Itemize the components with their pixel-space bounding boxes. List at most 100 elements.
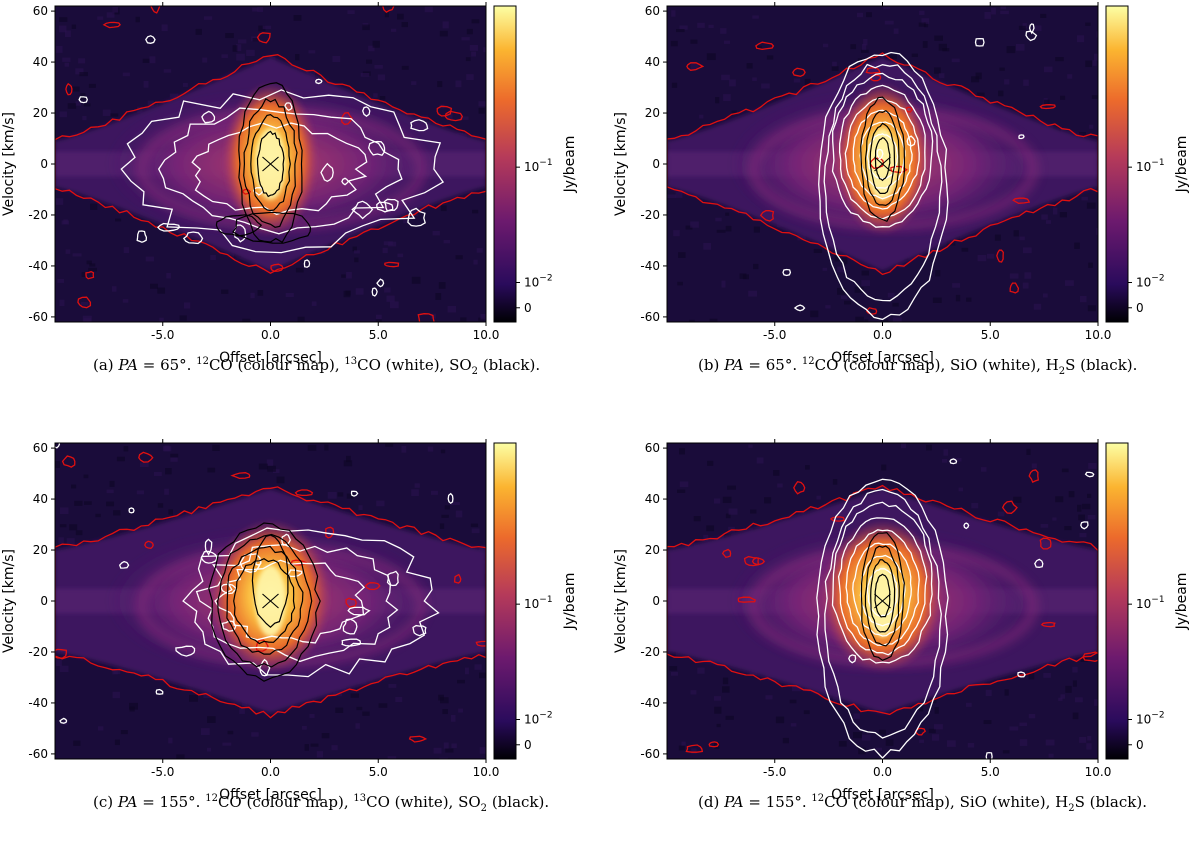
noise-pixel xyxy=(71,24,77,29)
noise-pixel xyxy=(391,28,397,32)
colorbar: 10−1 10−2 0 Jy/beam xyxy=(1105,442,1190,760)
white-contour-clump xyxy=(407,207,426,227)
black-contour-h2s xyxy=(864,109,900,207)
x-tick-label: 5.0 xyxy=(369,765,388,779)
noise-pixel xyxy=(832,61,837,67)
noise-pixel xyxy=(272,469,280,474)
noise-pixel xyxy=(442,21,449,29)
noise-pixel xyxy=(232,45,238,52)
noise-pixel xyxy=(466,28,473,35)
noise-pixel xyxy=(212,444,220,451)
noise-pixel xyxy=(69,524,78,531)
noise-pixel xyxy=(439,757,448,759)
red-noise-contour xyxy=(721,548,732,558)
noise-pixel xyxy=(258,463,268,470)
noise-pixel xyxy=(137,106,143,114)
noise-pixel xyxy=(57,278,65,283)
noise-pixel xyxy=(66,538,75,544)
white-contour-sio xyxy=(844,97,920,210)
white-contour-clump xyxy=(204,538,213,556)
noise-pixel xyxy=(728,508,738,515)
noise-pixel xyxy=(1087,493,1092,499)
noise-pixel xyxy=(439,30,448,37)
noise-pixel xyxy=(168,737,173,744)
noise-pixel xyxy=(337,492,344,497)
noise-pixel xyxy=(257,290,264,296)
noise-pixel xyxy=(67,103,77,109)
noise-pixel xyxy=(1002,750,1010,754)
white-noise-contour xyxy=(963,522,970,530)
noise-pixel xyxy=(472,209,479,214)
noise-pixel xyxy=(375,319,382,322)
noise-pixel xyxy=(225,33,234,39)
noise-pixel xyxy=(170,457,178,462)
noise-pixel xyxy=(1033,25,1042,32)
colorbar-tick-label: 0 xyxy=(524,301,532,315)
white-contour-clump xyxy=(412,624,427,637)
x-tick-label: 10.0 xyxy=(473,328,500,342)
noise-pixel xyxy=(83,318,91,322)
noise-pixel xyxy=(1023,79,1029,86)
noise-pixel xyxy=(455,80,462,88)
white-noise-contour xyxy=(155,688,164,695)
noise-pixel xyxy=(115,218,122,222)
noise-pixel xyxy=(221,289,229,294)
white-noise-contour xyxy=(1084,471,1095,478)
noise-pixel xyxy=(142,58,150,63)
noise-pixel xyxy=(88,83,96,88)
noise-pixel xyxy=(1041,214,1048,220)
noise-pixel xyxy=(689,319,695,322)
noise-pixel xyxy=(397,13,404,20)
noise-pixel xyxy=(791,685,801,692)
black-contour-h2s xyxy=(874,573,891,618)
noise-pixel xyxy=(154,472,162,476)
x-axis: -5.0 0.0 5.0 10.0 Offset [arcsec] xyxy=(763,2,1111,366)
noise-pixel xyxy=(129,706,135,712)
noise-pixel xyxy=(1009,273,1019,279)
colorbar-gradient xyxy=(1105,5,1129,323)
x-tick-label: 10.0 xyxy=(1085,328,1112,342)
white-noise-contour xyxy=(350,490,359,497)
noise-pixel xyxy=(471,19,480,24)
noise-pixel xyxy=(669,666,678,671)
noise-pixel xyxy=(471,51,477,57)
noise-pixel xyxy=(752,15,759,19)
noise-pixel xyxy=(875,747,883,751)
noise-pixel xyxy=(95,513,101,518)
noise-pixel xyxy=(861,49,869,53)
noise-pixel xyxy=(347,10,355,15)
noise-pixel xyxy=(470,523,479,527)
noise-pixel xyxy=(58,537,64,544)
noise-pixel xyxy=(59,111,67,118)
noise-pixel xyxy=(200,728,210,735)
noise-pixel xyxy=(480,313,486,320)
white-noise-contour xyxy=(303,259,311,268)
black-contour-h2s xyxy=(860,531,905,661)
white-contour-clump xyxy=(383,198,399,212)
noise-pixel xyxy=(723,94,731,102)
noise-pixel xyxy=(368,45,375,52)
noise-pixel xyxy=(157,503,164,508)
white-contour-clump xyxy=(341,638,362,647)
noise-pixel xyxy=(352,246,357,252)
noise-pixel xyxy=(435,293,442,300)
noise-pixel xyxy=(1068,491,1075,498)
noise-pixel xyxy=(55,461,60,468)
noise-pixel xyxy=(310,743,319,747)
noise-pixel xyxy=(951,58,960,63)
noise-pixel xyxy=(1064,526,1072,531)
noise-pixel xyxy=(997,511,1005,517)
noise-pixel xyxy=(88,267,98,272)
noise-pixel xyxy=(789,699,797,704)
noise-pixel xyxy=(63,219,68,224)
noise-pixel xyxy=(861,280,871,287)
noise-pixel xyxy=(343,460,353,467)
red-noise-contour xyxy=(345,597,357,608)
plot-area xyxy=(55,6,486,322)
black-contour-h2s xyxy=(860,96,905,223)
noise-pixel xyxy=(766,55,774,60)
noise-pixel xyxy=(1004,79,1010,85)
noise-pixel xyxy=(1053,207,1058,215)
red-noise-contour xyxy=(270,263,284,272)
noise-pixel xyxy=(438,282,446,289)
